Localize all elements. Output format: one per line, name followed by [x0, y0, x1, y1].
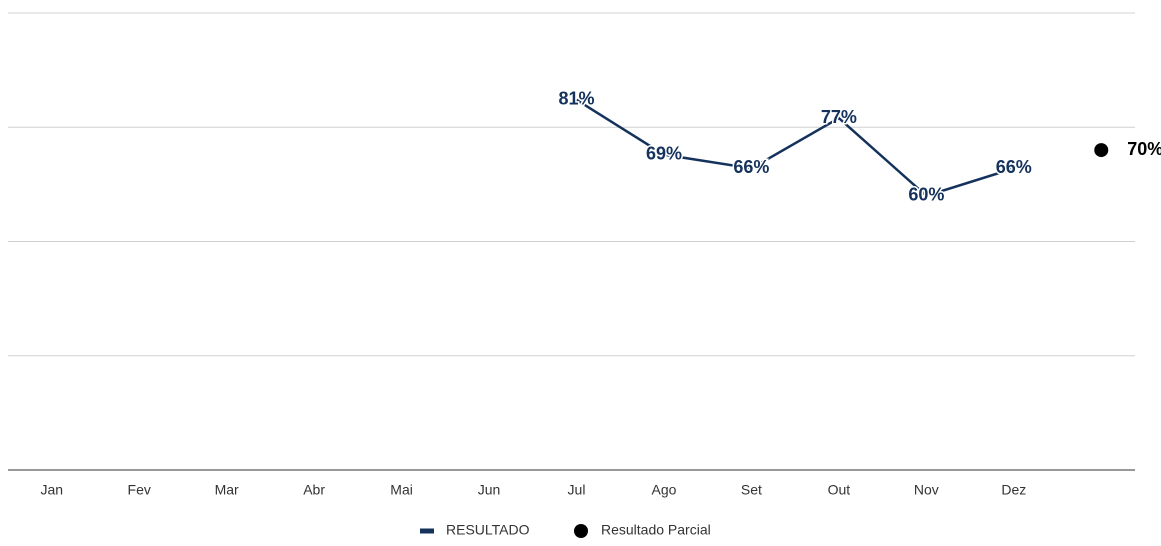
x-tick-label: Out: [828, 482, 851, 498]
data-label: 66%: [733, 157, 769, 177]
x-tick-label: Fev: [128, 482, 151, 498]
legend-label: RESULTADO: [446, 522, 530, 538]
x-tick-label: Mai: [390, 482, 413, 498]
data-label: 66%: [996, 157, 1032, 177]
x-tick-label: Jun: [478, 482, 501, 498]
x-tick-label: Jul: [568, 482, 586, 498]
x-tick-label: Abr: [303, 482, 325, 498]
x-tick-label: Set: [741, 482, 762, 498]
legend-swatch: [420, 528, 434, 534]
x-tick-label: Jan: [40, 482, 63, 498]
partial-dot: [1094, 143, 1109, 158]
x-tick-label: Nov: [914, 482, 939, 498]
x-tick-label: Mar: [215, 482, 239, 498]
data-label: 77%: [821, 107, 857, 127]
legend-label: Resultado Parcial: [601, 522, 711, 538]
data-label: 70%: [1127, 139, 1161, 159]
data-label: 69%: [646, 143, 682, 163]
series-line: [575, 98, 1015, 198]
data-label: 81%: [558, 89, 594, 109]
x-tick-label: Dez: [1001, 482, 1026, 498]
legend-swatch: [574, 524, 588, 538]
x-tick-label: Ago: [652, 482, 677, 498]
data-label: 60%: [908, 185, 944, 205]
